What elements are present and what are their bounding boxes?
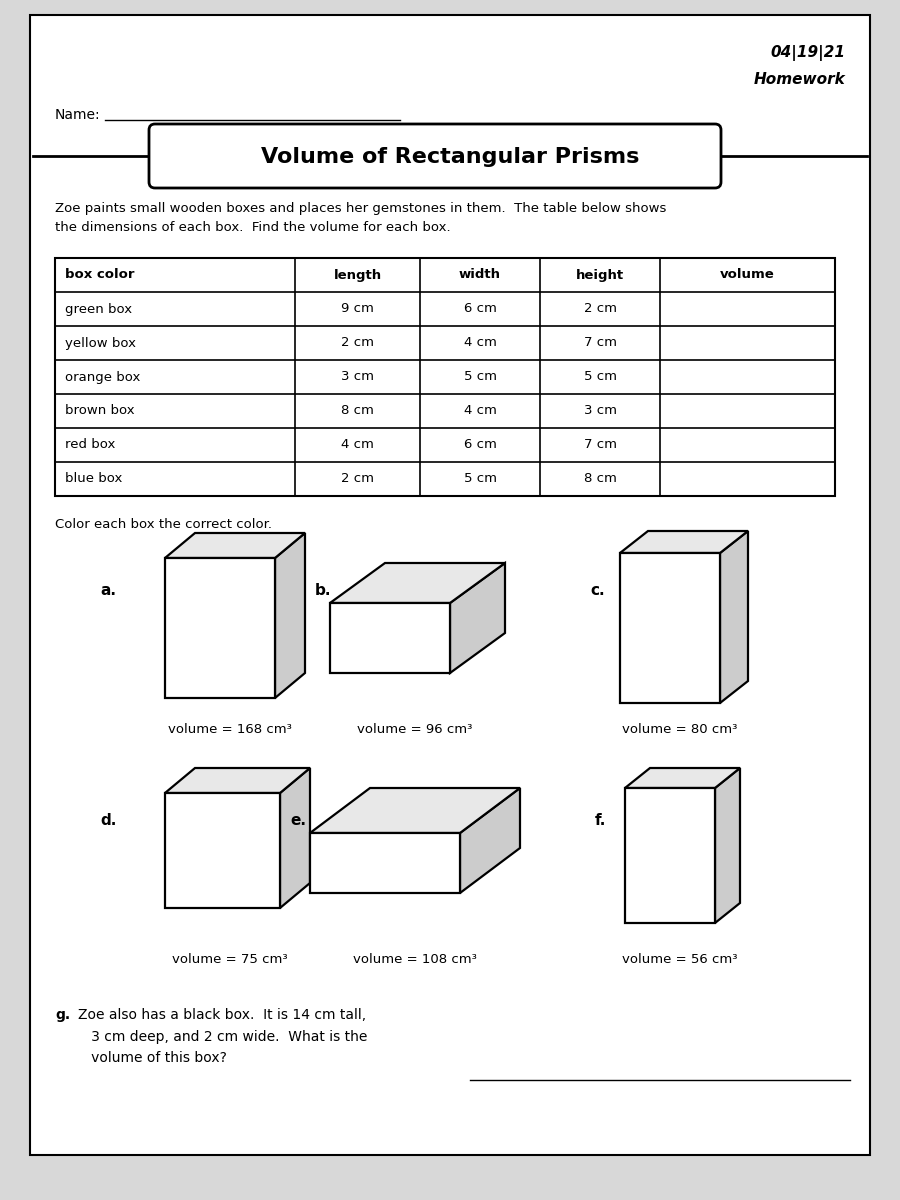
Text: volume = 80 cm³: volume = 80 cm³ [622,722,738,736]
Text: height: height [576,269,624,282]
Text: length: length [333,269,382,282]
Text: Zoe also has a black box.  It is 14 cm tall,
   3 cm deep, and 2 cm wide.  What : Zoe also has a black box. It is 14 cm ta… [78,1008,367,1066]
Text: 9 cm: 9 cm [341,302,374,316]
Text: 4 cm: 4 cm [341,438,374,451]
Text: 4 cm: 4 cm [464,336,497,349]
Polygon shape [450,563,505,673]
Text: Zoe paints small wooden boxes and places her gemstones in them.  The table below: Zoe paints small wooden boxes and places… [55,202,666,234]
Text: volume = 96 cm³: volume = 96 cm³ [357,722,472,736]
Polygon shape [620,530,748,553]
Polygon shape [310,833,460,893]
Text: 7 cm: 7 cm [583,438,617,451]
Polygon shape [720,530,748,703]
Text: orange box: orange box [65,371,140,384]
Text: volume = 56 cm³: volume = 56 cm³ [622,953,738,966]
Text: Name:: Name: [55,108,101,122]
Text: a.: a. [100,583,116,598]
Text: e.: e. [290,814,306,828]
Text: red box: red box [65,438,115,451]
Text: 3 cm: 3 cm [583,404,617,418]
Polygon shape [275,533,305,698]
Text: volume = 168 cm³: volume = 168 cm³ [168,722,292,736]
Text: 04|19|21: 04|19|21 [770,44,845,61]
Polygon shape [165,793,280,908]
Text: blue box: blue box [65,473,122,486]
Polygon shape [330,563,505,602]
Text: Homework: Homework [753,72,845,86]
Text: 2 cm: 2 cm [341,473,374,486]
Polygon shape [165,533,305,558]
Text: 4 cm: 4 cm [464,404,497,418]
Text: 2 cm: 2 cm [341,336,374,349]
Text: 8 cm: 8 cm [341,404,374,418]
Bar [55,258,835,496]
Text: g.: g. [55,1008,70,1022]
Text: box color: box color [65,269,134,282]
FancyBboxPatch shape [30,14,870,1154]
Polygon shape [165,558,275,698]
Text: f.: f. [595,814,607,828]
Polygon shape [280,768,310,908]
Text: volume = 75 cm³: volume = 75 cm³ [172,953,288,966]
Polygon shape [310,788,520,833]
Text: Volume of Rectangular Prisms: Volume of Rectangular Prisms [261,146,639,167]
Text: 2 cm: 2 cm [583,302,617,316]
Text: brown box: brown box [65,404,135,418]
Text: d.: d. [100,814,116,828]
FancyBboxPatch shape [149,124,721,188]
Text: volume = 108 cm³: volume = 108 cm³ [353,953,477,966]
Polygon shape [625,768,740,788]
Polygon shape [620,553,720,703]
Text: 5 cm: 5 cm [464,371,497,384]
Text: volume: volume [720,269,775,282]
Polygon shape [165,768,310,793]
Text: 8 cm: 8 cm [583,473,617,486]
Text: 6 cm: 6 cm [464,438,497,451]
Text: 3 cm: 3 cm [341,371,374,384]
Text: green box: green box [65,302,132,316]
Text: Color each box the correct color.: Color each box the correct color. [55,518,272,530]
Polygon shape [715,768,740,923]
Text: yellow box: yellow box [65,336,136,349]
Text: c.: c. [590,583,605,598]
Polygon shape [625,788,715,923]
Text: 5 cm: 5 cm [464,473,497,486]
Polygon shape [330,602,450,673]
Text: width: width [459,269,501,282]
Text: 5 cm: 5 cm [583,371,617,384]
Polygon shape [460,788,520,893]
Text: b.: b. [315,583,331,598]
Text: 6 cm: 6 cm [464,302,497,316]
Text: 7 cm: 7 cm [583,336,617,349]
